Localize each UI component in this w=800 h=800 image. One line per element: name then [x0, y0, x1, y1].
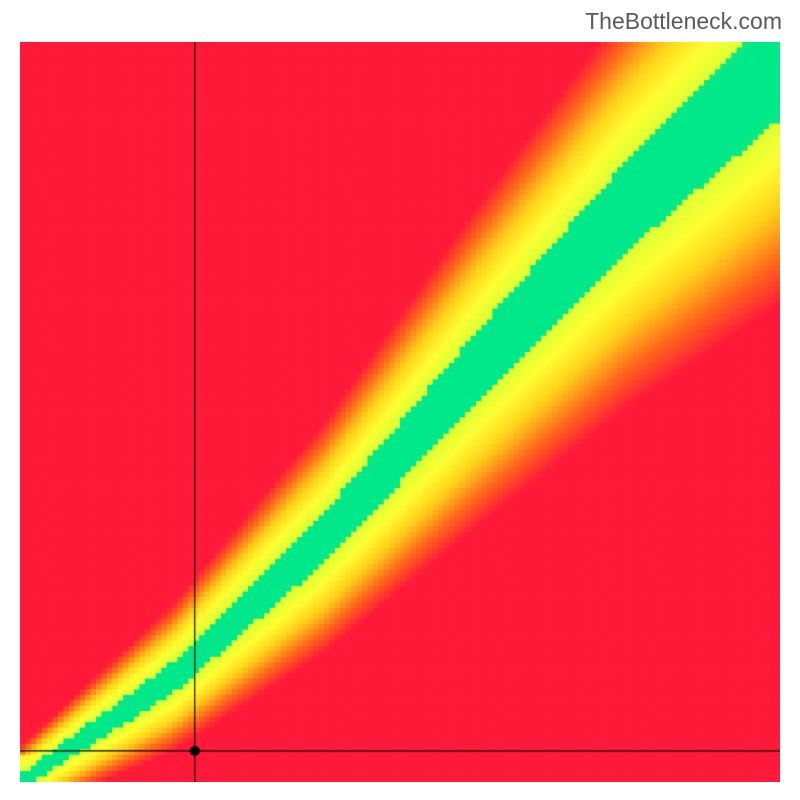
bottleneck-heatmap [20, 42, 780, 782]
watermark-text: TheBottleneck.com [585, 8, 782, 35]
heatmap-canvas [20, 42, 780, 782]
